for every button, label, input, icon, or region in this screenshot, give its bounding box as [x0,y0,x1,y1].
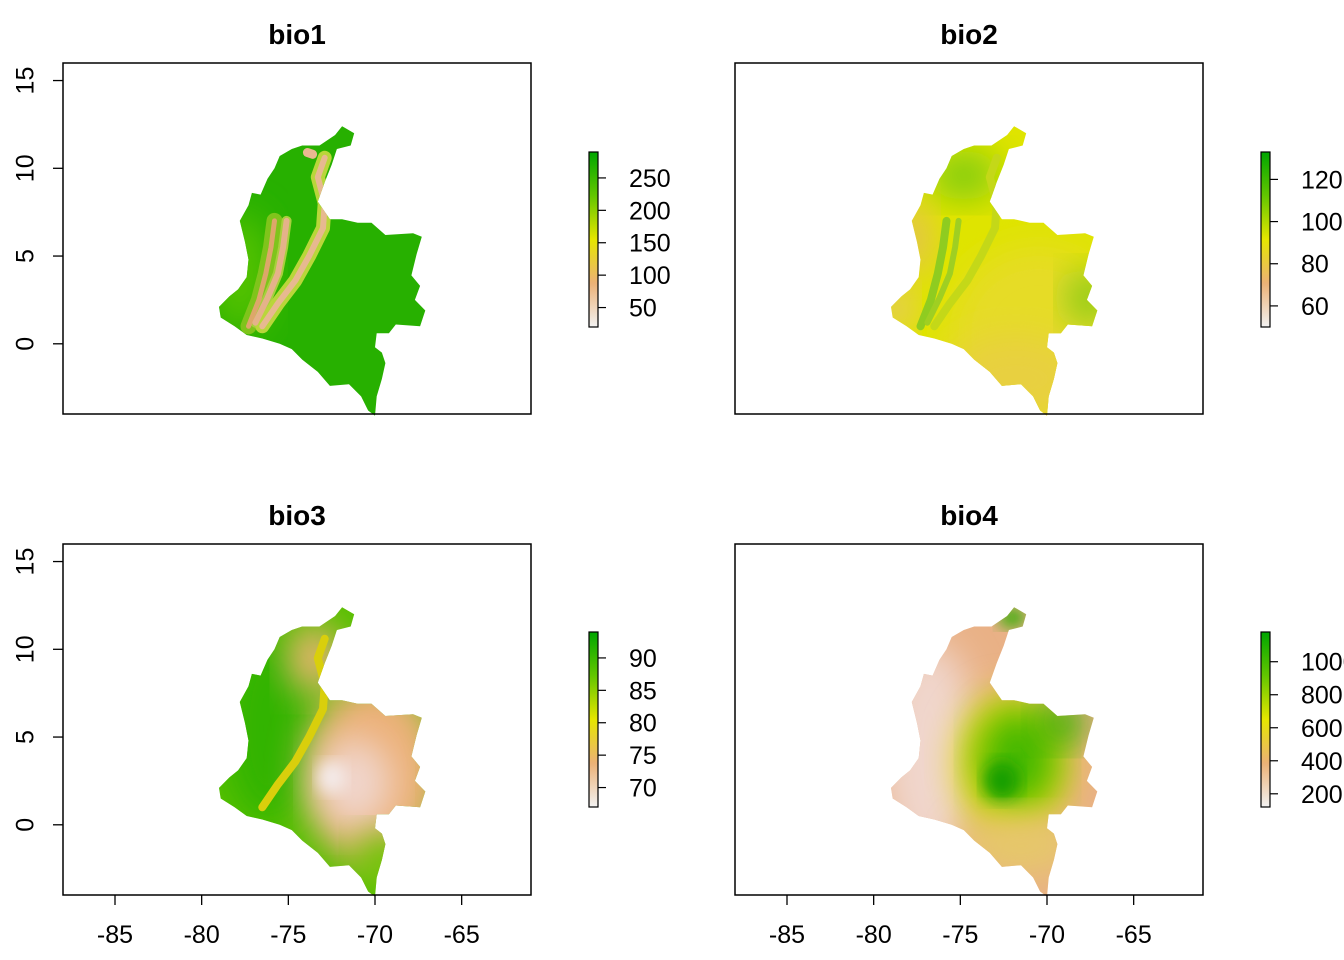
y-tick-label: 0 [12,818,40,832]
x-tick-label: -80 [856,921,892,949]
y-tick-label: 10 [12,635,40,663]
chart-panel-bio2: bio2 60 80 100 120 [734,19,1343,416]
chart-panel-bio4: bio4 -85 -80 -75 -70 -65 200 400 600 800 1000 [734,500,1344,949]
legend-tick-label: 80 [1301,251,1329,279]
legend-tick-label: 800 [1301,682,1343,710]
legend-tick-label: 80 [629,710,657,738]
plot-frame [62,62,532,415]
color-legend: 200 400 600 800 1000 [1260,631,1344,809]
color-legend: 70 75 80 85 90 [588,631,657,808]
legend-tick-label: 50 [629,295,657,323]
northeast-zone [1035,701,1086,745]
legend-tick-label: 600 [1301,715,1343,743]
center-low [316,737,393,828]
coast-zone [891,290,913,327]
x-tick-label: -70 [1029,921,1065,949]
plot-frame [734,62,1204,415]
cordillera-central [924,217,962,326]
plot-frame [734,543,1204,896]
legend-tick-label: 1000 [1301,649,1344,677]
legend-colorbar [1260,151,1271,328]
color-legend: 50 100 150 200 250 [588,151,671,328]
chart-title: bio3 [268,500,326,531]
raster-map [219,607,426,897]
x-tick-label: -80 [184,921,220,949]
y-tick-label: 0 [12,337,40,351]
south-zone [945,333,1086,416]
south-zone [961,815,1081,876]
legend-tick-label: 400 [1301,748,1343,776]
legend-tick-label: 150 [629,230,671,258]
chart-panel-bio3: bio3 0 5 10 15 -85 -80 -75 -70 -65 70 75 80 85 90 [12,500,657,949]
legend-tick-label: 70 [629,775,657,803]
chart-title: bio2 [940,19,998,50]
raster-map [219,126,426,416]
cordillera-west [916,216,951,331]
x-tick-label: -75 [942,921,978,949]
plot-frame [62,543,532,896]
legend-tick-label: 75 [629,742,657,770]
legend-tick-label: 200 [629,197,671,225]
legend-tick-label: 250 [629,165,671,193]
legend-tick-label: 200 [1301,781,1343,809]
y-tick-label: 5 [12,730,40,744]
legend-tick-label: 90 [629,645,657,673]
chart-title: bio1 [268,19,326,50]
x-tick-label: -65 [444,921,480,949]
chart-panel-bio1: bio1 0 5 10 15 50 100 150 200 250 [12,19,671,416]
x-tick-label: -85 [97,921,133,949]
east-zone [1066,270,1098,327]
legend-tick-label: 85 [629,677,657,705]
cordillera-east [930,153,1001,331]
legend-tick-label: 100 [1301,209,1343,237]
pacific-zone [893,198,930,279]
cordillera-east [258,634,329,812]
y-tick-label: 10 [12,154,40,182]
x-tick-label: -85 [769,921,805,949]
peak-west [246,218,277,329]
legend-colorbar [1260,631,1271,808]
legend-tick-label: 60 [1301,293,1329,321]
x-tick-label: -75 [270,921,306,949]
min-spot [317,761,346,794]
x-tick-label: -70 [357,921,393,949]
raster-map [891,126,1098,416]
south-zone [355,831,412,888]
y-tick-label: 15 [12,67,40,95]
guajira-tip [998,607,1027,628]
legend-tick-label: 100 [629,262,671,290]
y-tick-label: 5 [12,249,40,263]
chart-title: bio4 [940,500,998,531]
legend-colorbar [588,151,599,328]
raster-map [891,607,1098,897]
legend-colorbar [588,631,599,808]
max-spot [983,760,1020,801]
x-tick-label: -65 [1116,921,1152,949]
peak-central [252,217,290,326]
legend-tick-label: 120 [1301,166,1343,194]
peak-east [259,154,328,330]
color-legend: 60 80 100 120 [1260,151,1343,328]
y-tick-label: 15 [12,548,40,576]
sierra-nevada [302,148,318,159]
